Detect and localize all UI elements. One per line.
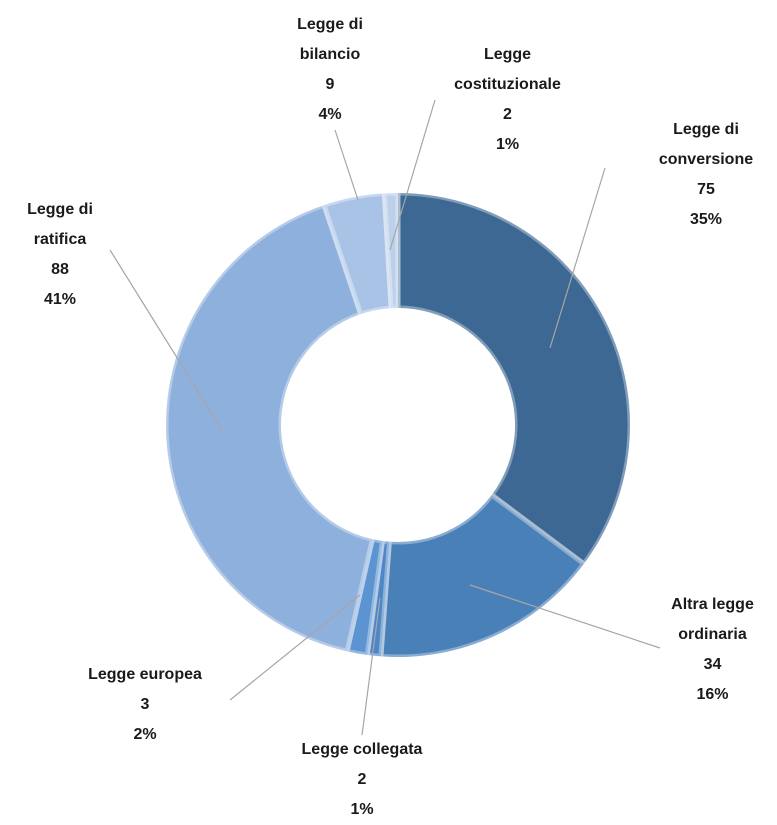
- percent-label: 1%: [495, 136, 520, 153]
- category-label: Legge di ratifica: [27, 201, 93, 248]
- data-label: Altra legge ordinaria 34 16%: [645, 590, 777, 710]
- value-label: 2: [503, 106, 512, 123]
- data-label: Legge europea 3 2%: [45, 660, 245, 750]
- donut-slice: [395, 190, 633, 567]
- value-label: 75: [697, 181, 715, 198]
- donut-slice: [344, 536, 386, 658]
- category-label: Legge europea: [88, 666, 202, 683]
- percent-label: 35%: [689, 211, 723, 228]
- donut-slice: [381, 190, 401, 311]
- data-label: Legge di bilancio 9 4%: [280, 10, 380, 130]
- leader-line: [334, 129, 359, 201]
- percent-label: 4%: [318, 106, 342, 123]
- category-label: Legge di bilancio: [297, 16, 363, 63]
- donut-slice: [364, 538, 392, 659]
- value-label: 9: [325, 76, 335, 93]
- leader-line: [361, 597, 381, 736]
- leader-line: [469, 584, 661, 649]
- value-label: 88: [51, 261, 69, 278]
- percent-label: 2%: [133, 726, 157, 743]
- data-label: Legge costituzionale 2 1%: [430, 40, 585, 160]
- percent-label: 1%: [350, 801, 374, 818]
- value-label: 2: [357, 771, 367, 788]
- category-label: Legge costituzionale: [454, 46, 561, 93]
- leader-line: [549, 167, 606, 349]
- value-label: 34: [703, 656, 722, 673]
- category-label: Legge collegata: [301, 741, 423, 758]
- donut-slice: [378, 492, 587, 660]
- leader-line: [389, 99, 436, 251]
- data-label: Legge di conversione 75 35%: [646, 115, 766, 235]
- data-label: Legge di ratifica 88 41%: [10, 195, 110, 315]
- donut-slice: [163, 202, 375, 654]
- percent-label: 41%: [43, 291, 77, 308]
- leader-line: [229, 594, 361, 701]
- category-label: Legge di conversione: [658, 121, 754, 168]
- donut-slice: [321, 190, 394, 317]
- category-label: Altra legge ordinaria: [671, 596, 754, 643]
- percent-label: 16%: [696, 686, 729, 703]
- leader-line: [109, 249, 223, 431]
- value-label: 3: [140, 696, 150, 713]
- data-label: Legge collegata 2 1%: [262, 735, 462, 825]
